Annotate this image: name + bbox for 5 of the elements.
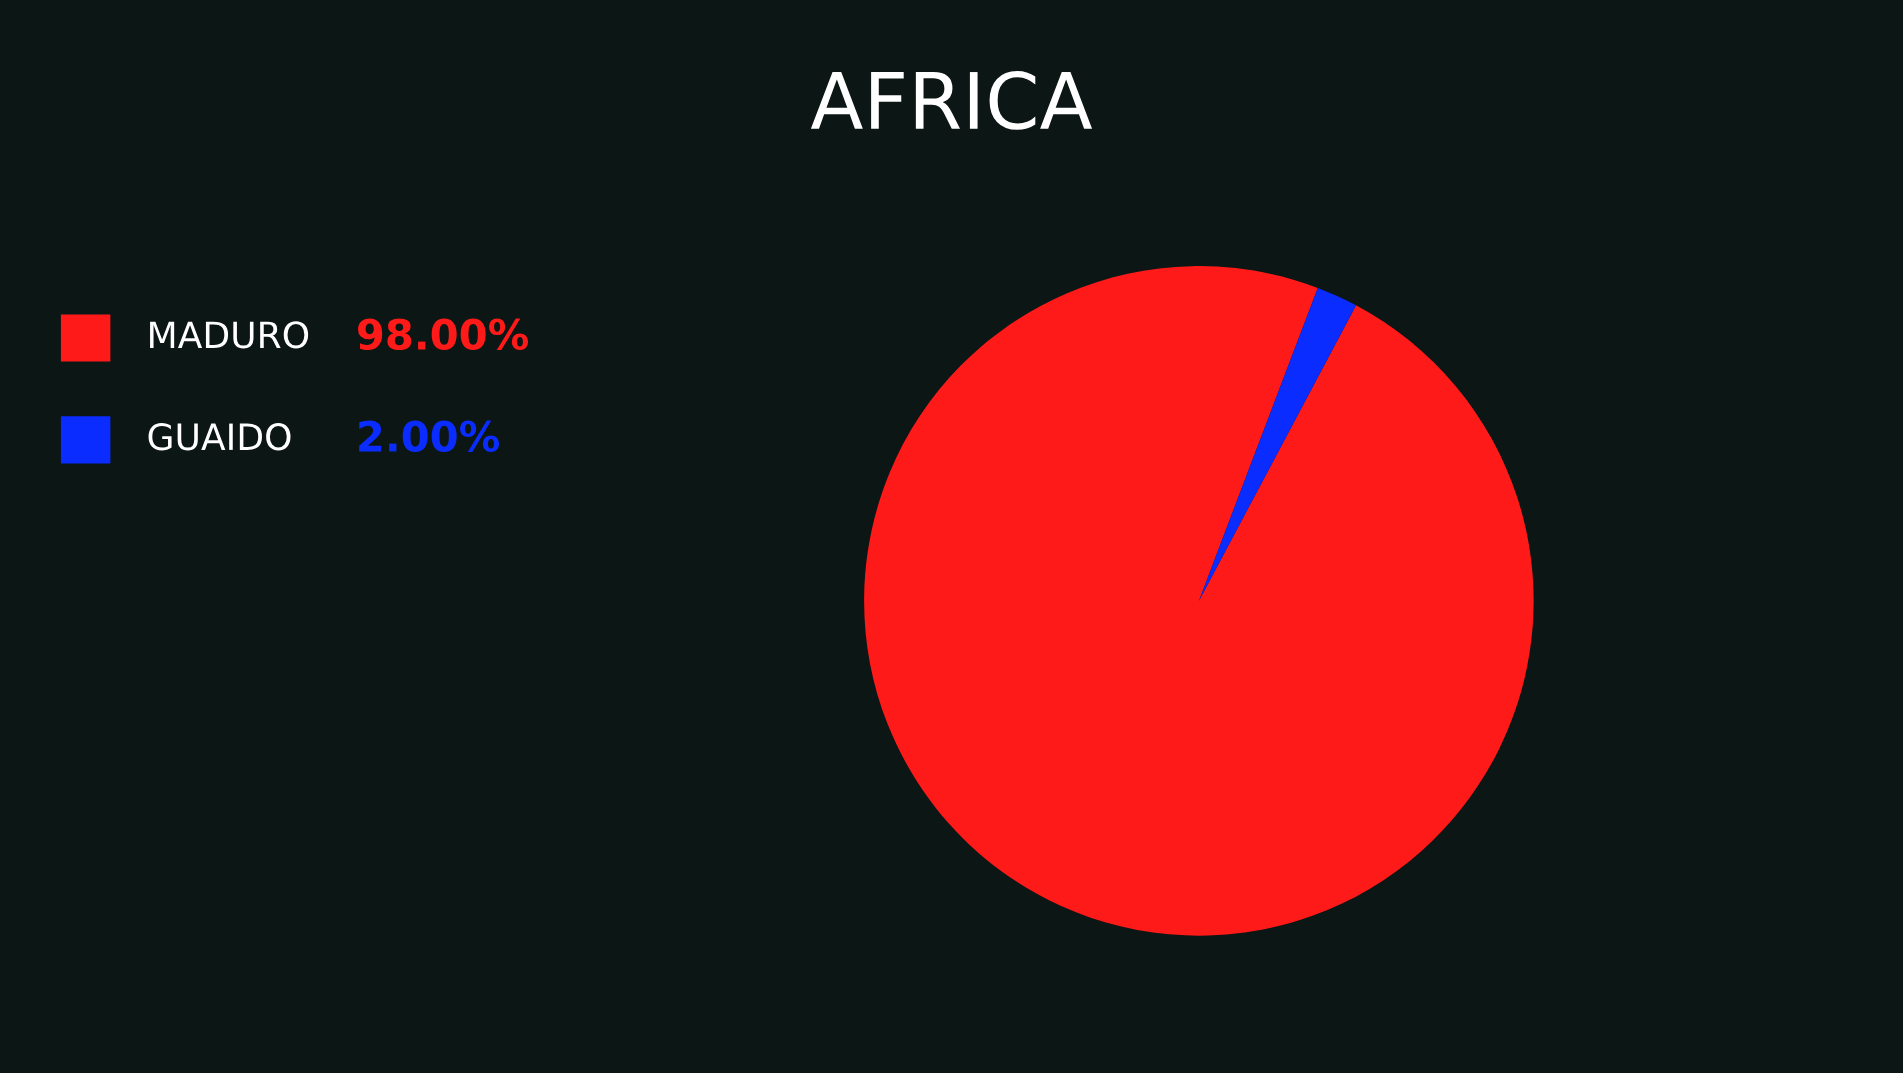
chart-title: AFRICA — [810, 71, 1093, 130]
legend-label: MADURO — [150, 321, 309, 349]
data-label: 2.00% — [359, 420, 500, 453]
data-label: 98.00% — [358, 318, 529, 351]
legend-label: GUAIDO — [148, 423, 291, 451]
